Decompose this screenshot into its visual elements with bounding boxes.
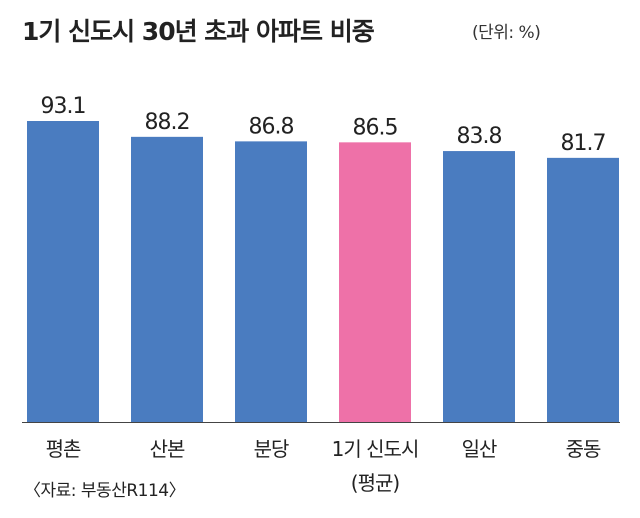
category-label-5: 중동: [566, 437, 601, 461]
value-label-0: 93.1: [41, 94, 86, 119]
category-label-4: 일산: [462, 437, 497, 461]
category-label-1: 산본: [150, 437, 185, 461]
value-labels: 93.1 88.2 86.8 86.5 83.8 81.7: [41, 94, 607, 156]
bar-2: [235, 141, 307, 423]
bar-4: [443, 151, 515, 422]
bar-3: [339, 142, 411, 422]
value-label-3: 86.5: [353, 115, 398, 140]
source-note: 〈자료: 부동산R114〉: [24, 481, 186, 501]
value-label-2: 86.8: [249, 114, 294, 139]
category-labels: 평촌 산본 분당 1기 신도시 (평균) 일산 중동: [46, 437, 602, 495]
category-sublabel-3: (평균): [351, 471, 400, 495]
value-label-5: 81.7: [561, 131, 606, 156]
value-label-4: 83.8: [457, 124, 502, 149]
value-label-1: 88.2: [145, 110, 190, 135]
unit-note: (단위: %): [472, 23, 541, 43]
bar-1: [131, 136, 203, 422]
chart-title: 1기 신도시 30년 초과 아파트 비중: [22, 17, 375, 46]
category-label-0: 평촌: [46, 437, 81, 461]
category-label-3: 1기 신도시: [332, 437, 419, 461]
bars: [27, 121, 619, 423]
bar-0: [27, 121, 99, 422]
bar-5: [547, 157, 619, 422]
category-label-2: 분당: [254, 437, 289, 461]
